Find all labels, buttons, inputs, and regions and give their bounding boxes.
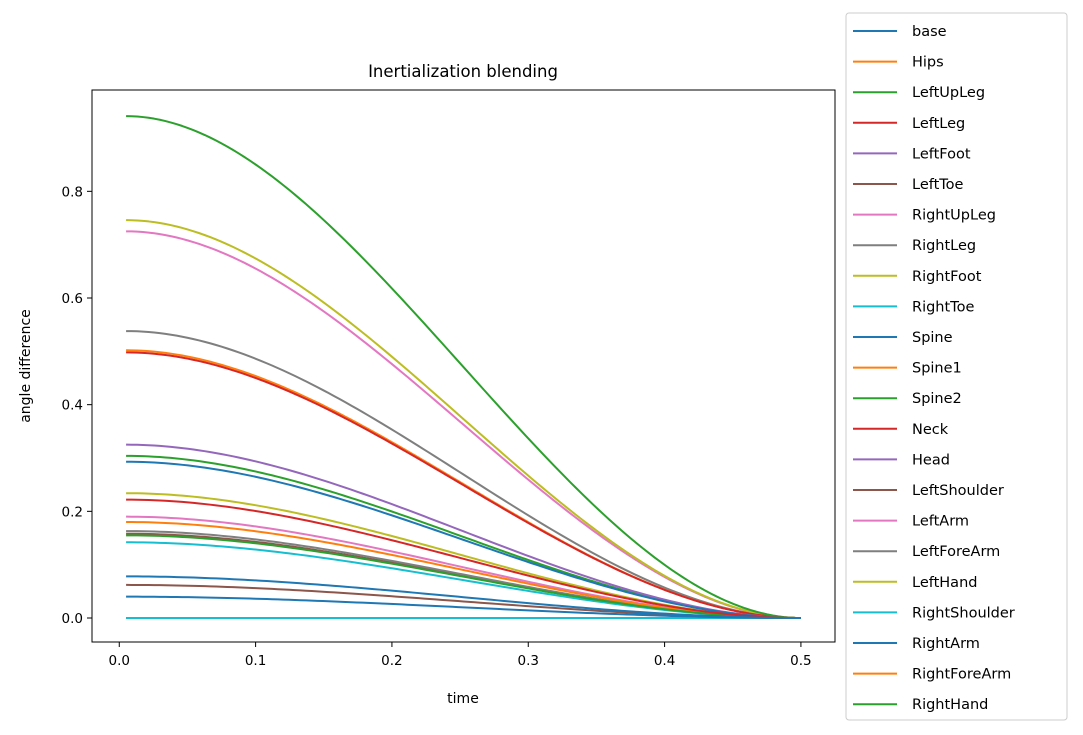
legend-item: RightFoot — [853, 269, 982, 285]
series-line-RightArm — [126, 460, 801, 619]
y-axis-label: angle difference — [18, 309, 34, 423]
x-tick-label: 0.5 — [790, 653, 811, 669]
legend-frame — [845, 12, 1068, 721]
legend-label: base — [912, 24, 947, 40]
legend-item: Spine — [853, 330, 953, 346]
legend-item: RightShoulder — [853, 605, 1015, 621]
legend-item: RightHand — [853, 697, 988, 713]
legend-label: RightLeg — [912, 238, 976, 254]
legend-label: RightShoulder — [912, 605, 1015, 621]
chart-title: Inertialization blending — [368, 62, 558, 81]
x-tick-label: 0.2 — [381, 653, 402, 669]
legend-label: RightUpLeg — [912, 208, 996, 224]
legend-label: LeftUpLeg — [912, 85, 985, 101]
legend-item: RightForeArm — [853, 667, 1011, 683]
legend-label: LeftFoot — [912, 146, 971, 162]
legend-label: LeftArm — [912, 514, 969, 530]
legend-label: Spine2 — [912, 391, 962, 407]
legend-label: RightArm — [912, 636, 980, 652]
legend-item: LeftShoulder — [853, 483, 1004, 499]
legend-label: LeftHand — [912, 575, 977, 591]
legend-item: LeftUpLeg — [853, 85, 985, 101]
legend-label: Neck — [912, 422, 949, 438]
series-line-extra-0 — [126, 534, 801, 619]
x-tick-label: 0.1 — [245, 653, 266, 669]
legend-item: LeftToe — [853, 177, 964, 193]
x-tick-label: 0.0 — [109, 653, 130, 669]
series-line-RightLeg — [126, 330, 801, 619]
legend-item: Neck — [853, 422, 949, 438]
series-line-Head — [126, 443, 801, 619]
legend-label: Head — [912, 452, 950, 468]
series-layer — [126, 115, 801, 619]
legend-item: Spine1 — [853, 361, 962, 377]
legend-label: Spine — [912, 330, 953, 346]
series-line-extra-2 — [126, 575, 801, 619]
legend-item: LeftHand — [853, 575, 977, 591]
legend-item: LeftForeArm — [853, 544, 1000, 560]
series-line-Spine — [126, 595, 801, 619]
legend-label: RightForeArm — [912, 667, 1011, 683]
legend-item: RightLeg — [853, 238, 976, 254]
y-tick-label: 0.2 — [62, 504, 83, 520]
series-line-RightHand — [126, 115, 801, 619]
legend-label: RightToe — [912, 299, 974, 315]
legend-item: base — [853, 24, 947, 40]
plot-frame — [91, 89, 836, 643]
legend-label: LeftForeArm — [912, 544, 1000, 560]
legend-label: LeftToe — [912, 177, 964, 193]
series-line-RightFoot — [126, 219, 801, 619]
legend-item: LeftFoot — [853, 146, 971, 162]
legend-label: LeftShoulder — [912, 483, 1004, 499]
legend-label: RightHand — [912, 697, 988, 713]
y-tick-label: 0.4 — [62, 398, 83, 414]
legend-label: Hips — [912, 55, 944, 71]
legend-label: Spine1 — [912, 361, 962, 377]
series-line-extra-1 — [126, 498, 801, 619]
x-tick-label: 0.4 — [654, 653, 675, 669]
legend-item: RightUpLeg — [853, 208, 996, 224]
legend-item: Hips — [853, 55, 944, 71]
legend-item: RightToe — [853, 299, 974, 315]
legend-item: LeftLeg — [853, 116, 965, 132]
legend-label: LeftLeg — [912, 116, 965, 132]
legend-item: RightArm — [853, 636, 980, 652]
axes-layer: 0.0 0.1 0.2 0.3 0.4 0.5 0.0 0.2 0.4 0.6 0.8 — [62, 184, 812, 669]
series-line-Neck — [126, 351, 801, 619]
y-tick-label: 0.0 — [62, 611, 83, 627]
legend-item: LeftArm — [853, 514, 969, 530]
legend-item: Head — [853, 452, 950, 468]
legend-label: RightFoot — [912, 269, 982, 285]
legend: base Hips LeftUpLeg LeftLeg LeftFoot LeftToe R… — [845, 12, 1068, 721]
legend-item: Spine2 — [853, 391, 962, 407]
y-tick-label: 0.8 — [62, 184, 83, 200]
x-tick-label: 0.3 — [518, 653, 539, 669]
y-tick-label: 0.6 — [62, 291, 83, 307]
x-axis-label: time — [447, 691, 479, 707]
